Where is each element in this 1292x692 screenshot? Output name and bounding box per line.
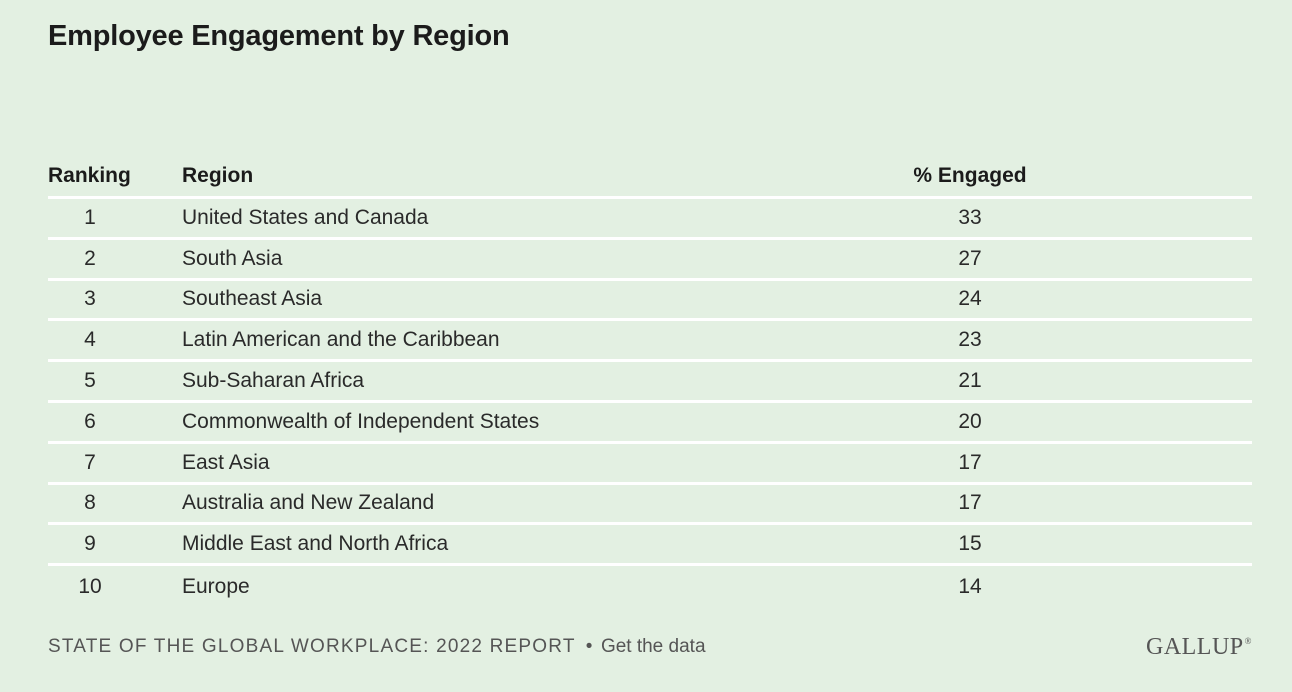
table-row: 4 Latin American and the Caribbean 23 xyxy=(48,321,1252,363)
table-row: 7 East Asia 17 xyxy=(48,444,1252,485)
get-the-data-link[interactable]: Get the data xyxy=(600,636,706,657)
cell-region: Commonwealth of Independent States xyxy=(182,409,540,433)
cell-ranking: 2 xyxy=(84,246,96,270)
table-row: 1 United States and Canada 33 xyxy=(48,199,1252,240)
bullet-separator: • xyxy=(585,636,593,657)
cell-ranking: 10 xyxy=(78,574,102,598)
cell-pct-engaged: 17 xyxy=(958,450,982,474)
header-region: Region xyxy=(182,163,254,187)
header-pct-engaged: % Engaged xyxy=(913,163,1027,187)
table-row: 5 Sub-Saharan Africa 21 xyxy=(48,362,1252,403)
logo-text: GALLUP xyxy=(1145,634,1244,660)
table-row: 8 Australia and New Zealand 17 xyxy=(48,485,1252,526)
registered-mark: ® xyxy=(1244,636,1252,646)
cell-region: Europe xyxy=(182,574,250,598)
cell-ranking: 5 xyxy=(84,369,96,393)
table-body: 1 United States and Canada 33 2 South Asia 27… xyxy=(48,199,1252,607)
cell-ranking: 9 xyxy=(84,532,96,556)
table-row: 6 Commonwealth of Independent States 20 xyxy=(48,403,1252,444)
cell-pct-engaged: 15 xyxy=(958,532,982,556)
source-text: STATE OF THE GLOBAL WORKPLACE: 2022 REPO… xyxy=(48,636,576,657)
cell-pct-engaged: 14 xyxy=(958,574,982,598)
table-row: 2 South Asia 27 xyxy=(48,240,1252,281)
header-ranking: Ranking xyxy=(48,163,131,187)
cell-region: Latin American and the Caribbean xyxy=(182,328,500,352)
table-row: 3 Southeast Asia 24 xyxy=(48,281,1252,322)
engagement-table: Ranking Region % Engaged 1 United States … xyxy=(48,155,1252,607)
cell-pct-engaged: 20 xyxy=(958,409,982,433)
cell-region: Southeast Asia xyxy=(182,287,323,311)
cell-pct-engaged: 33 xyxy=(958,205,982,229)
cell-region: United States and Canada xyxy=(182,205,429,229)
table-row: 10 Europe 14 xyxy=(48,566,1252,607)
cell-ranking: 6 xyxy=(84,409,96,433)
cell-ranking: 8 xyxy=(84,491,96,515)
table-row: 9 Middle East and North Africa 15 xyxy=(48,525,1252,567)
cell-region: South Asia xyxy=(182,246,283,270)
cell-ranking: 1 xyxy=(84,205,96,229)
footer-source: STATE OF THE GLOBAL WORKPLACE: 2022 REPO… xyxy=(48,636,706,658)
table-header-row: Ranking Region % Engaged xyxy=(48,155,1252,199)
cell-ranking: 7 xyxy=(84,450,96,474)
cell-pct-engaged: 24 xyxy=(958,287,982,311)
cell-region: East Asia xyxy=(182,450,270,474)
cell-region: Australia and New Zealand xyxy=(182,491,435,515)
cell-pct-engaged: 27 xyxy=(958,246,982,270)
cell-pct-engaged: 17 xyxy=(958,491,982,515)
cell-region: Middle East and North Africa xyxy=(182,532,449,556)
cell-ranking: 4 xyxy=(84,328,96,352)
gallup-logo: GALLUP® xyxy=(1146,634,1252,661)
page-title: Employee Engagement by Region xyxy=(48,20,510,52)
cell-ranking: 3 xyxy=(84,287,96,311)
cell-pct-engaged: 21 xyxy=(958,369,982,393)
cell-pct-engaged: 23 xyxy=(958,328,982,352)
cell-region: Sub-Saharan Africa xyxy=(182,369,365,393)
